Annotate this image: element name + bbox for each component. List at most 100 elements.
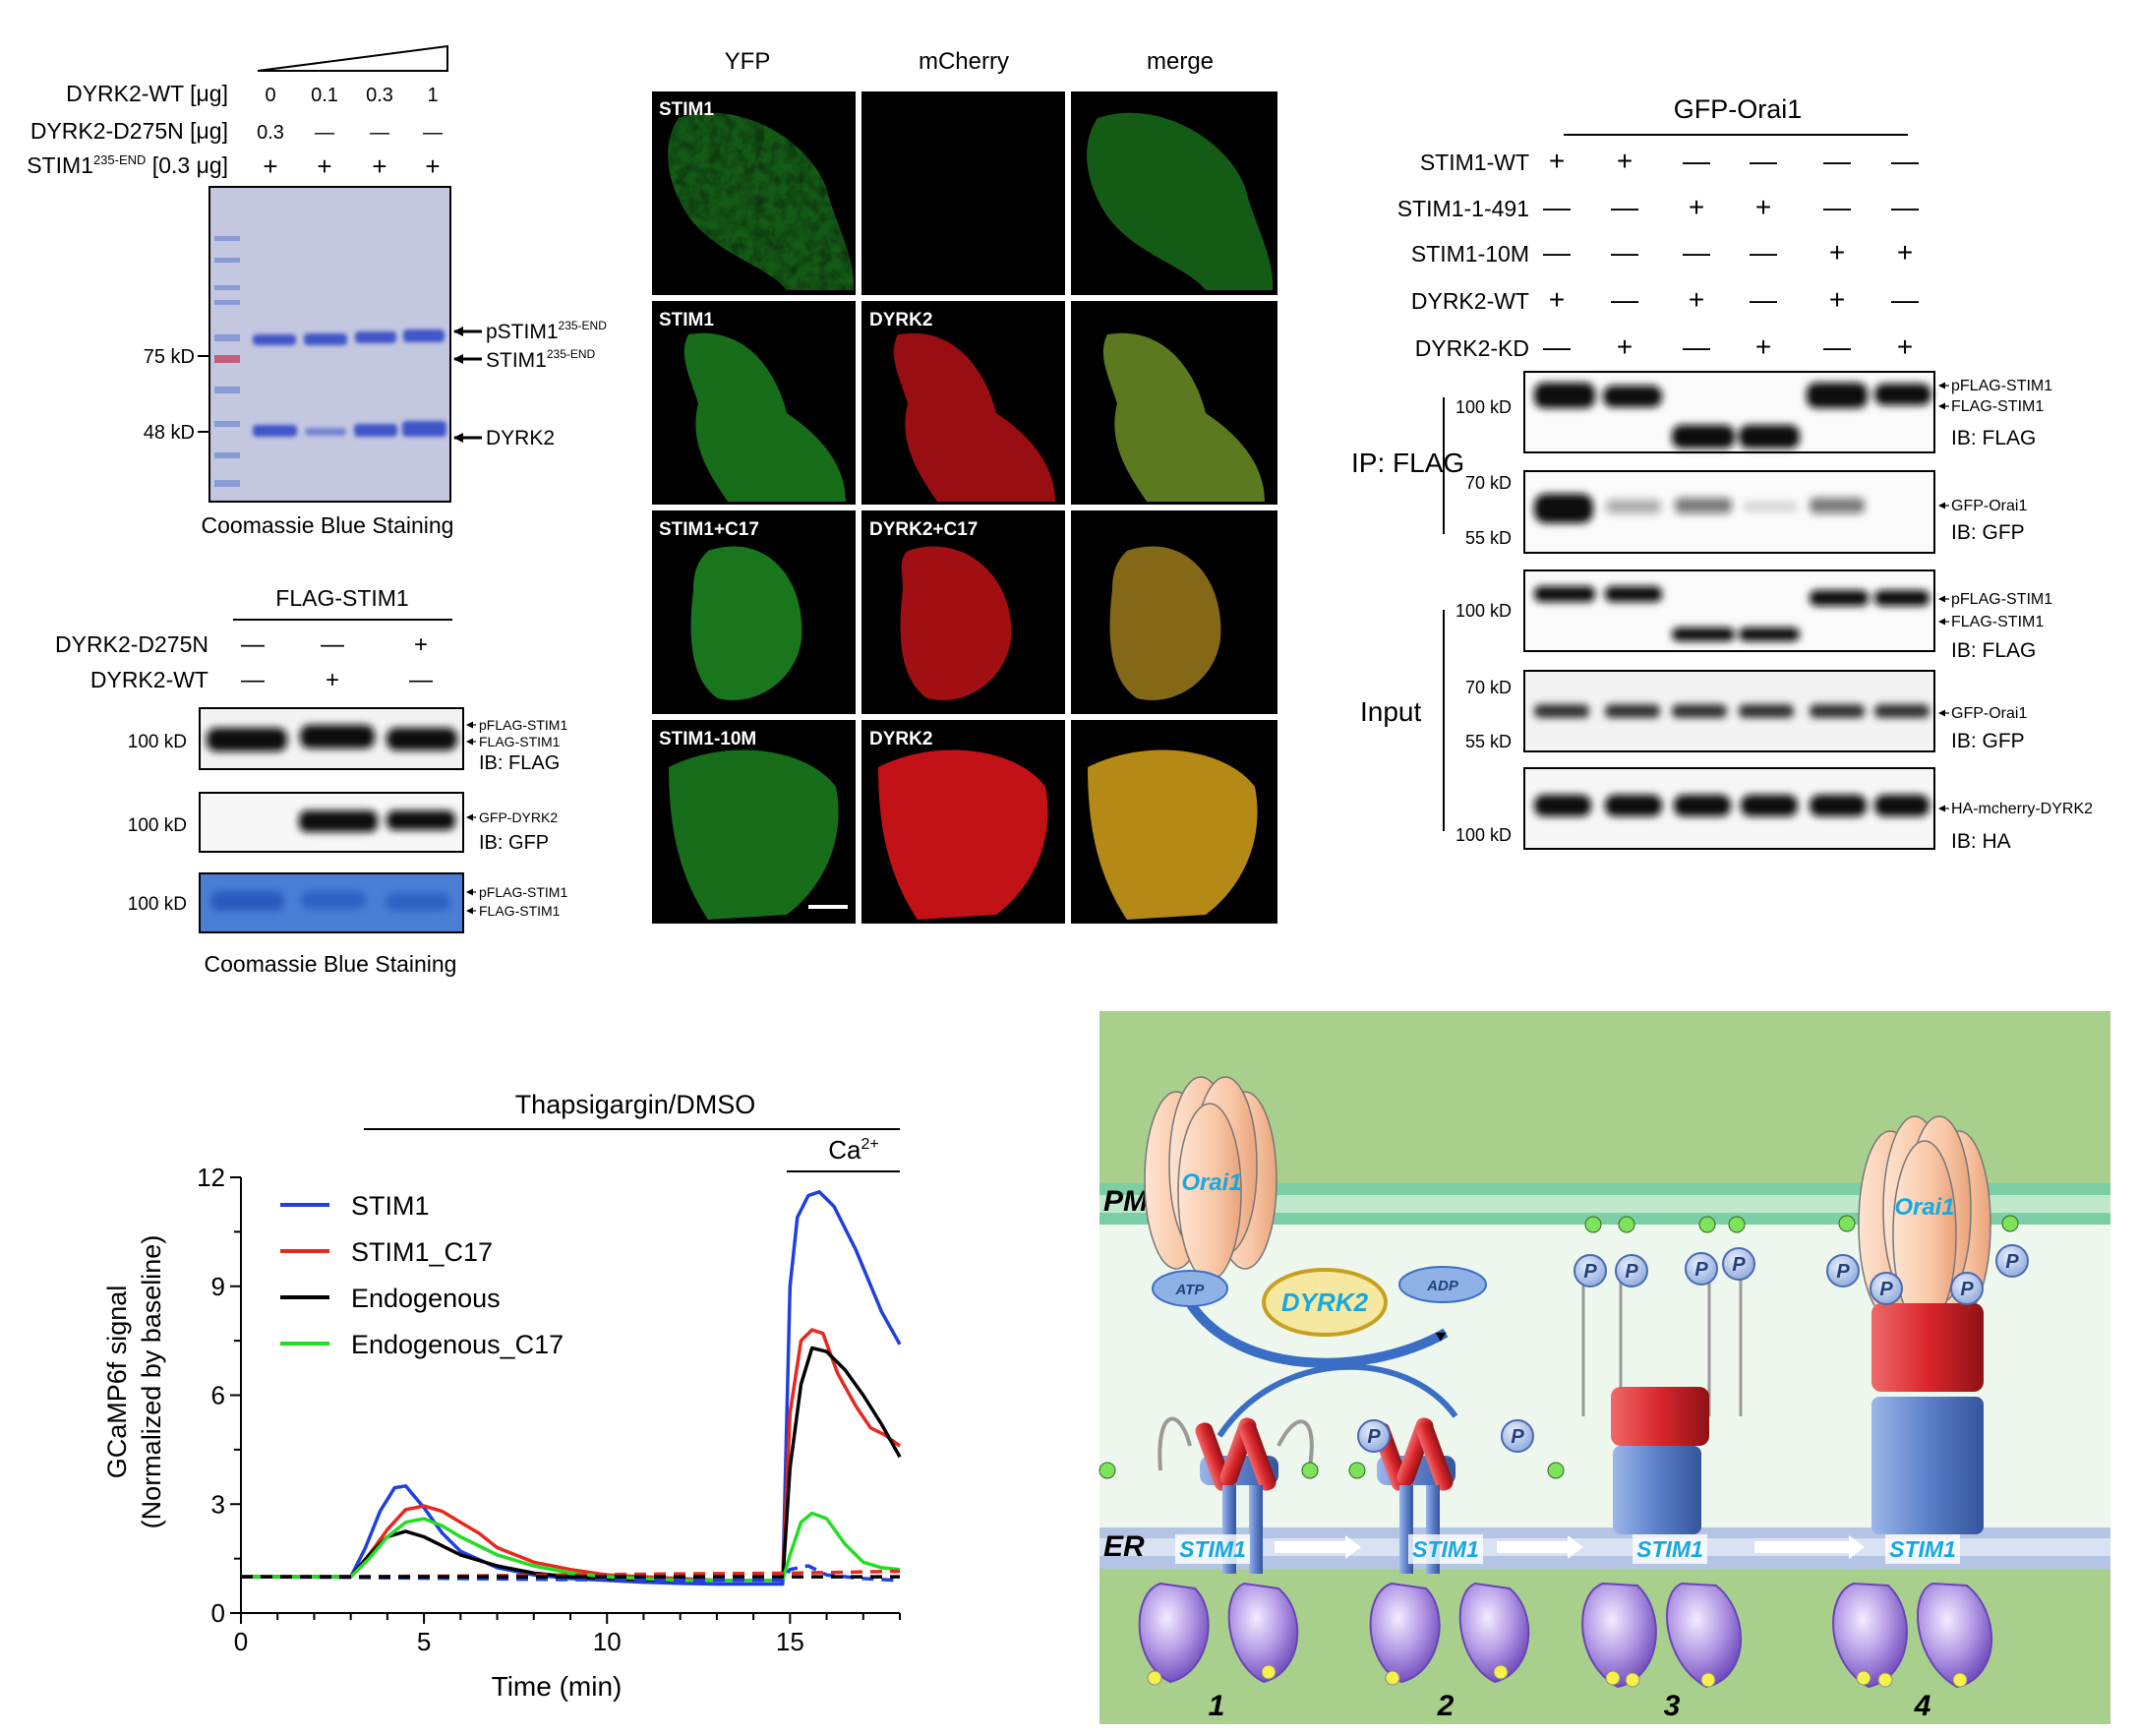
phospho-label: P (1836, 1261, 1850, 1283)
band-label: pFLAG-STIM1 (1951, 591, 2052, 608)
ib-label: IB: HA (1951, 830, 2011, 853)
blot-input-flag (1523, 569, 1935, 652)
value-cell: + (1755, 331, 1771, 362)
x-tick-label: 15 (776, 1627, 804, 1656)
value-cell: + (1617, 331, 1633, 362)
band-label: FLAG-STIM1 (479, 903, 561, 919)
blot-gfp (199, 792, 464, 853)
value-cell: — (1611, 237, 1638, 268)
ib-label: IB: GFP (479, 832, 549, 854)
mw-48: 48 kD (144, 422, 195, 444)
phospho-label: P (1879, 1279, 1893, 1300)
tile-label: DYRK2 (869, 310, 932, 330)
value-cell: — (1683, 331, 1710, 362)
value-cell: 0.1 (311, 85, 338, 106)
value-cell: — (370, 122, 389, 144)
value-cell: + (326, 667, 339, 693)
row-label-dyrk2-wt: DYRK2-WT [μg] (66, 81, 228, 106)
phospho-label: P (1625, 1261, 1638, 1283)
blot-flag (199, 707, 464, 770)
stim1-label: STIM1 (1636, 1536, 1703, 1562)
row-label-d275n: DYRK2-D275N (55, 631, 208, 657)
step-number: 1 (1209, 1690, 1225, 1722)
tile-label: STIM1+C17 (659, 519, 759, 540)
panel-d: GFP-Orai1 STIM1-WT STIM1-1-491 STIM1-10M… (1351, 94, 2093, 853)
stim1-state-3 (1574, 1216, 1755, 1534)
panel-f-model: PM ER Orai1 Orai1 ATP ADP DYRK2 (1099, 1011, 2110, 1724)
band-label: FLAG-STIM1 (1951, 398, 2044, 415)
legend-label: STIM1_C17 (351, 1237, 493, 1267)
value-cell: — (1543, 192, 1571, 222)
value-cell: — (315, 122, 334, 144)
ib-label: IB: FLAG (479, 752, 560, 774)
phospho-label: P (1367, 1426, 1381, 1448)
er-progression-arrows (1275, 1535, 1865, 1559)
mw-label: 55 kD (1465, 732, 1512, 751)
y-tick-label: 0 (211, 1598, 225, 1628)
step-number: 4 (1914, 1690, 1931, 1722)
stim1-label: STIM1 (1179, 1536, 1246, 1562)
panel-a: DYRK2-WT [μg] DYRK2-D275N [μg] STIM1235-… (27, 44, 607, 538)
value-cell: — (1611, 192, 1638, 222)
value-cell: — (1750, 284, 1777, 315)
condition-label: DYRK2-WT (1411, 288, 1529, 314)
tile-label: DYRK2+C17 (869, 519, 978, 540)
ib-label: IB: GFP (1951, 730, 2025, 752)
blot-coomassie (199, 872, 464, 933)
panel-b-caption: Coomassie Blue Staining (205, 951, 457, 977)
adp-icon (1398, 1266, 1487, 1303)
row-label-stim1: STIM1235-END [0.3 μg] (27, 152, 228, 178)
ib-label: IB: FLAG (1951, 427, 2036, 449)
value-cell: — (321, 631, 344, 658)
orai1-label: Orai1 (1181, 1169, 1241, 1196)
value-cell: — (1750, 237, 1777, 268)
value-cell: + (1617, 146, 1633, 176)
ib-label: IB: FLAG (1951, 639, 2036, 662)
condition-label: STIM1-10M (1411, 241, 1529, 267)
band-label: HA-mcherry-DYRK2 (1951, 801, 2093, 817)
dyrk2-wt-values: 0 0.1 0.3 1 (265, 85, 438, 106)
column-title-mcherry: mCherry (919, 48, 1009, 75)
step-number: 3 (1664, 1690, 1681, 1722)
stim1-state-4 (1826, 1215, 2029, 1534)
value-cell: + (317, 151, 331, 181)
value-cell: — (1543, 331, 1571, 362)
dyrk2-d275n-values: 0.3 — — — (257, 122, 443, 144)
phospho-label: P (1960, 1279, 1974, 1300)
series-line-3 (241, 1346, 902, 1583)
mw-label: 100 kD (128, 815, 187, 836)
mw-label: 55 kD (1465, 528, 1512, 548)
value-cell: + (1689, 192, 1704, 222)
value-cell: — (1611, 284, 1638, 315)
value-cell: — (1891, 284, 1919, 315)
tile-label: STIM1 (659, 99, 714, 120)
panel-a-caption: Coomassie Blue Staining (202, 512, 454, 538)
value-cell: + (425, 151, 440, 181)
band-label: GFP-Orai1 (1951, 498, 2027, 514)
dyrk2-label: DYRK2 (1281, 1287, 1369, 1317)
group-label-input: Input (1360, 696, 1421, 727)
ca-annotation: Ca2+ (828, 1135, 879, 1165)
mw-label: 100 kD (128, 894, 187, 915)
adp-label: ADP (1426, 1278, 1459, 1294)
value-cell: + (372, 151, 386, 181)
micrograph-row-3 (652, 510, 1277, 714)
condition-label: DYRK2-KD (1415, 335, 1529, 361)
value-cell: + (1897, 331, 1913, 362)
value-cell: 0.3 (366, 85, 393, 106)
value-cell: + (414, 631, 428, 658)
band-label: pFLAG-STIM1 (479, 884, 567, 900)
band-label: pFLAG-STIM1 (1951, 378, 2052, 394)
stim1-label: STIM1 (1412, 1536, 1479, 1562)
value-cell: 0 (265, 85, 275, 106)
value-cell: — (409, 667, 433, 693)
value-cell: — (1891, 146, 1919, 176)
mw-label: 70 kD (1465, 678, 1512, 697)
phospho-label: P (2005, 1251, 2019, 1273)
column-title-yfp: YFP (725, 48, 771, 75)
mw-label: 100 kD (1455, 601, 1512, 621)
series-line-2 (241, 1328, 902, 1583)
band-label: pFLAG-STIM1 (479, 717, 567, 733)
blot-input-ha (1523, 767, 1935, 850)
